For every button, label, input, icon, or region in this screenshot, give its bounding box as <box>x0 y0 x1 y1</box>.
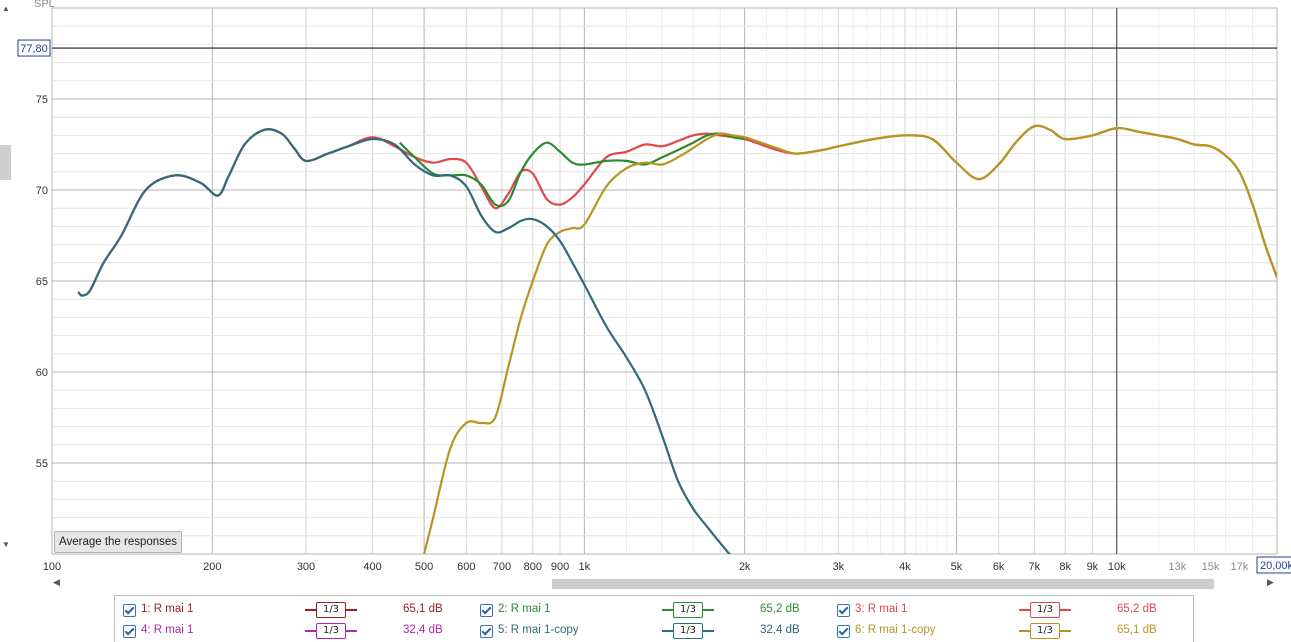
series-line-3 <box>399 132 745 208</box>
legend-checkbox[interactable] <box>123 604 136 617</box>
y-tick-label: 55 <box>36 458 48 470</box>
x-tick-label: 700 <box>493 561 511 573</box>
scroll-down-arrow-icon[interactable]: ▼ <box>0 540 12 552</box>
legend-checkbox[interactable] <box>123 625 136 638</box>
x-tick-label: 600 <box>457 561 475 573</box>
level-readout-text: 77,80 <box>20 43 48 55</box>
x-tick-label: 800 <box>524 561 542 573</box>
x-tick-label: 3k <box>833 561 845 573</box>
level-readout-box <box>17 39 51 57</box>
horizontal-scrollbar-thumb[interactable] <box>552 579 1214 589</box>
x-tick-label: 500 <box>415 561 433 573</box>
average-responses-button[interactable]: Average the responses <box>54 531 183 553</box>
legend-label[interactable]: 2: R mai 1 <box>498 603 551 615</box>
grid-lines <box>51 7 1278 555</box>
scroll-right-arrow-icon[interactable]: ▶ <box>1267 577 1274 587</box>
legend-level-value: 32,4 dB <box>403 624 443 636</box>
y-tick-label: 65 <box>36 276 48 288</box>
measurement-legend: 1: R mai 1 1/3 65,1 dB 2: R mai 1 1/3 65,2 dB… <box>114 595 1194 642</box>
legend-smoothing-indicator[interactable]: 1/3 <box>1019 602 1071 618</box>
frequency-readout-box <box>1256 556 1291 574</box>
legend-level-value: 65,2 dB <box>1117 603 1157 615</box>
x-tick-label: 4k <box>899 561 911 573</box>
legend-label[interactable]: 6: R mai 1-copy <box>855 624 936 636</box>
legend-smoothing-label: 1/3 <box>1030 602 1060 618</box>
x-tick-label: 7k <box>1028 561 1040 573</box>
x-tick-label: 17k <box>1231 561 1249 573</box>
legend-label[interactable]: 3: R mai 1 <box>855 603 908 615</box>
x-tick-label: 300 <box>297 561 315 573</box>
x-tick-label: 8k <box>1059 561 1071 573</box>
x-tick-label: 900 <box>551 561 569 573</box>
x-tick-label: 2k <box>739 561 751 573</box>
scroll-left-arrow-icon[interactable]: ◀ <box>53 577 60 587</box>
x-tick-label: 100 <box>43 561 61 573</box>
legend-smoothing-label: 1/3 <box>316 623 346 639</box>
vertical-scrollbar-thumb[interactable] <box>0 145 11 180</box>
legend-smoothing-label: 1/3 <box>673 623 703 639</box>
legend-level-value: 65,1 dB <box>1117 624 1157 636</box>
y-axis-tick-labels: 55 60 65 70 75 SPL <box>34 0 55 470</box>
data-series <box>77 124 1277 554</box>
legend-checkbox[interactable] <box>837 625 850 638</box>
legend-level-value: 65,2 dB <box>760 603 800 615</box>
legend-checkbox[interactable] <box>480 625 493 638</box>
series-line-4 <box>423 124 1277 554</box>
legend-smoothing-label: 1/3 <box>1030 623 1060 639</box>
y-tick-label: 60 <box>36 367 48 379</box>
legend-smoothing-label: 1/3 <box>316 602 346 618</box>
x-tick-label: 1k <box>579 561 591 573</box>
series-line-1 <box>77 128 731 554</box>
legend-label[interactable]: 4: R mai 1 <box>141 624 194 636</box>
legend-smoothing-indicator[interactable]: 1/3 <box>1019 623 1071 639</box>
x-tick-label: 400 <box>363 561 381 573</box>
y-tick-label: 70 <box>36 185 48 197</box>
cursor-lines[interactable] <box>52 8 1277 554</box>
legend-smoothing-label: 1/3 <box>673 602 703 618</box>
y-tick-label: 75 <box>36 94 48 106</box>
frequency-readout-text: 20,00k <box>1260 560 1291 572</box>
legend-label[interactable]: 5: R mai 1-copy <box>498 624 579 636</box>
legend-smoothing-indicator[interactable]: 1/3 <box>662 602 714 618</box>
x-axis-tick-labels: 100 200 300 400 500 600 700 800 900 1k 2k 3k 4k 5k 6k 7… <box>43 561 1249 573</box>
legend-checkbox[interactable] <box>837 604 850 617</box>
legend-label[interactable]: 1: R mai 1 <box>141 603 194 615</box>
legend-checkbox[interactable] <box>480 604 493 617</box>
legend-smoothing-indicator[interactable]: 1/3 <box>305 623 357 639</box>
x-tick-label: 10k <box>1108 561 1126 573</box>
x-tick-label: 15k <box>1202 561 1220 573</box>
legend-level-value: 32,4 dB <box>760 624 800 636</box>
cursor-readouts: 77,80 20,00k <box>17 39 1291 574</box>
x-tick-label: 9k <box>1087 561 1099 573</box>
frequency-response-chart[interactable]: 55 60 65 70 75 SPL 100 200 300 400 500 600 700 800 90… <box>0 0 1291 595</box>
x-tick-label: 5k <box>951 561 963 573</box>
scroll-up-arrow-icon[interactable]: ▲ <box>0 4 12 16</box>
x-tick-label: 13k <box>1169 561 1187 573</box>
y-axis-title: SPL <box>34 0 55 10</box>
x-tick-label: 6k <box>993 561 1005 573</box>
legend-smoothing-indicator[interactable]: 1/3 <box>305 602 357 618</box>
x-tick-label: 200 <box>203 561 221 573</box>
legend-smoothing-indicator[interactable]: 1/3 <box>662 623 714 639</box>
legend-level-value: 65,1 dB <box>403 603 443 615</box>
